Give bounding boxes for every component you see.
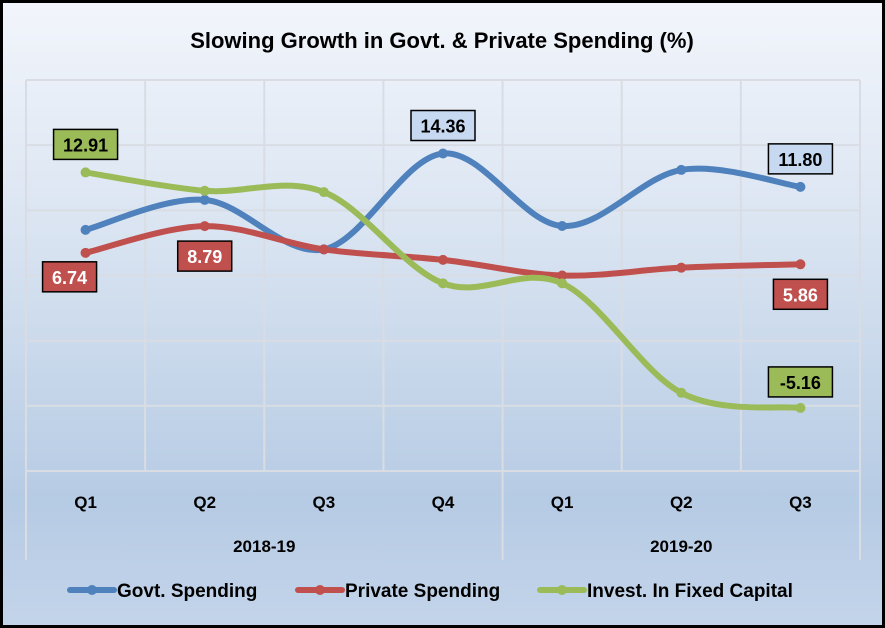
x-group-label: 2018-19 (233, 537, 295, 556)
data-point (199, 221, 210, 232)
data-label: 14.36 (420, 117, 465, 137)
data-point (676, 164, 687, 175)
data-label: 6.74 (52, 268, 87, 288)
legend-point-marker (87, 585, 97, 595)
x-tick-label: Q2 (193, 493, 216, 512)
series-line (82, 150, 804, 254)
x-tick-label: Q4 (432, 493, 455, 512)
data-label-box (772, 278, 829, 311)
data-point (438, 148, 448, 159)
x-group-label: 2019-20 (650, 537, 712, 556)
data-point (318, 244, 329, 255)
data-label: -5.16 (780, 373, 821, 393)
data-point (795, 402, 806, 413)
legend-label: Invest. In Fixed Capital (587, 581, 793, 602)
x-tick-label: Q1 (551, 493, 574, 512)
data-label: 8.79 (187, 247, 222, 267)
data-label-box (176, 240, 233, 272)
data-label: 12.91 (63, 135, 108, 155)
x-tick-label: Q2 (670, 493, 693, 512)
data-label-box (767, 143, 834, 175)
x-tick-label: Q3 (313, 493, 336, 512)
data-point (438, 254, 448, 265)
data-label-box (410, 109, 476, 142)
legend-point-marker (557, 585, 567, 595)
data-point (557, 270, 568, 281)
data-point (676, 262, 687, 273)
data-point (318, 187, 329, 198)
data-point (80, 224, 91, 235)
data-point (676, 387, 687, 398)
data-point (80, 167, 91, 178)
data-point (438, 278, 448, 289)
data-point (795, 259, 806, 270)
series-line (82, 169, 804, 411)
data-point (557, 278, 568, 289)
legend-point-marker (315, 585, 325, 595)
x-tick-label: Q3 (789, 493, 812, 512)
data-point (199, 185, 210, 196)
data-point (199, 194, 210, 205)
data-point (557, 220, 568, 231)
chart-title: Slowing Growth in Govt. & Private Spendi… (190, 28, 694, 53)
legend-label: Private Spending (345, 581, 500, 602)
data-point (795, 181, 806, 192)
data-label-box (41, 261, 98, 293)
legend-label: Govt. Spending (117, 581, 257, 602)
data-point (80, 247, 91, 258)
x-tick-label: Q1 (74, 493, 97, 512)
data-label: 11.80 (778, 150, 822, 170)
data-label-box (52, 128, 119, 161)
data-label-box (767, 366, 834, 398)
data-label: 5.86 (783, 285, 818, 305)
